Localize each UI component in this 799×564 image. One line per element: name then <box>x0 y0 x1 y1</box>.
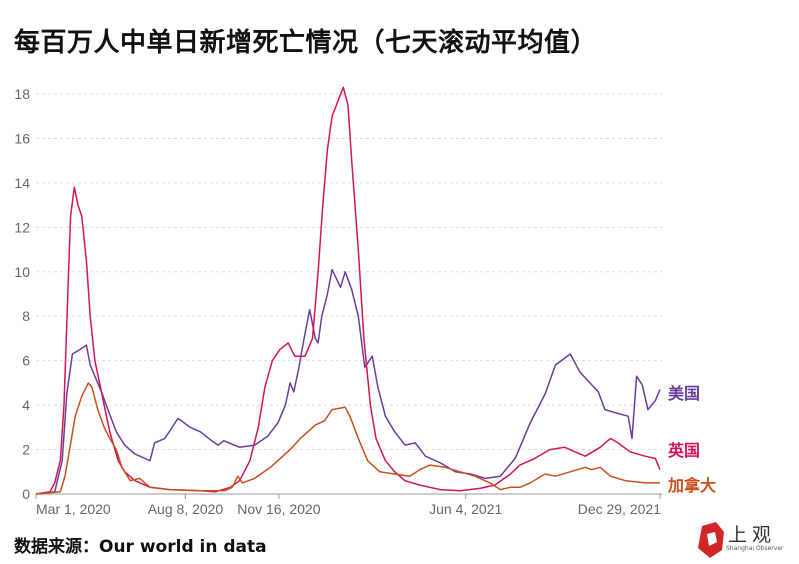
logo-subtext: Shanghai Observer <box>726 545 784 552</box>
x-tick-label: Mar 1, 2020 <box>36 501 111 517</box>
y-tick-label: 6 <box>22 353 30 369</box>
series-label: 美国 <box>668 384 700 403</box>
shanghai-observer-logo-icon <box>698 522 724 558</box>
y-tick-label: 16 <box>14 130 30 146</box>
y-tick-label: 14 <box>14 175 30 191</box>
series-line-0 <box>35 268 661 495</box>
source-note: 数据来源：Our world in data <box>14 537 267 557</box>
x-tick-label: Dec 29, 2021 <box>578 501 661 517</box>
y-tick-label: 18 <box>14 86 30 102</box>
series-label: 英国 <box>667 441 700 460</box>
chart-title: 每百万人中单日新增死亡情况（七天滚动平均值） <box>14 28 598 58</box>
x-tick-label: Aug 8, 2020 <box>148 501 224 517</box>
series-label: 加拿大 <box>667 476 716 495</box>
y-tick-label: 2 <box>22 442 30 458</box>
y-tick-label: 12 <box>14 219 30 235</box>
series-line-2 <box>35 382 660 495</box>
y-tick-label: 10 <box>14 264 30 280</box>
series-line-1 <box>35 86 661 495</box>
logo-text: 上观 <box>728 524 777 546</box>
x-tick-label: Jun 4, 2021 <box>429 501 502 517</box>
y-tick-label: 8 <box>22 308 30 324</box>
y-tick-label: 0 <box>22 486 30 502</box>
x-tick-label: Nov 16, 2020 <box>237 501 320 517</box>
y-tick-label: 4 <box>22 397 30 413</box>
